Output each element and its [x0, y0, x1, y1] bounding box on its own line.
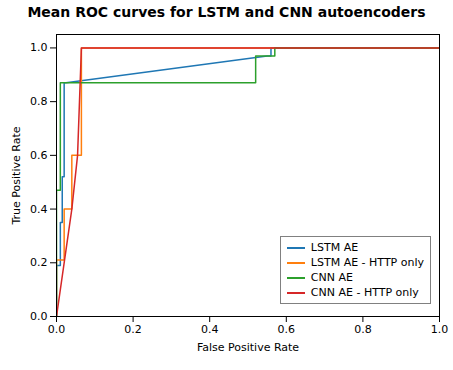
html-text:CNN AE - HTTP only: CNN AE - HTTP only: [310, 286, 419, 299]
svg-text:True Positive Rate: True Positive Rate: [10, 126, 23, 225]
svg-text:0.6: 0.6: [278, 323, 296, 336]
svg-text:0.0: 0.0: [30, 310, 48, 323]
html-text:LSTM AE - HTTP only: LSTM AE - HTTP only: [310, 256, 424, 269]
svg-text:False Positive Rate: False Positive Rate: [197, 341, 299, 354]
svg-text:0.0: 0.0: [48, 323, 66, 336]
svg-text:0.2: 0.2: [30, 256, 48, 269]
html-text:Mean ROC curves for LSTM and C: Mean ROC curves for LSTM and CNN autoenc…: [27, 4, 426, 20]
svg-text:1.0: 1.0: [431, 323, 449, 336]
svg-text:0.4: 0.4: [201, 323, 219, 336]
svg-text:0.4: 0.4: [30, 203, 48, 216]
svg-text:0.6: 0.6: [30, 149, 48, 162]
html-text:LSTM AE: LSTM AE: [310, 241, 359, 254]
svg-text:1.0: 1.0: [30, 41, 48, 54]
html-text:CNN AE: CNN AE: [310, 271, 353, 284]
svg-text:0.8: 0.8: [354, 323, 372, 336]
svg-text:0.8: 0.8: [30, 95, 48, 108]
svg-text:0.2: 0.2: [124, 323, 142, 336]
